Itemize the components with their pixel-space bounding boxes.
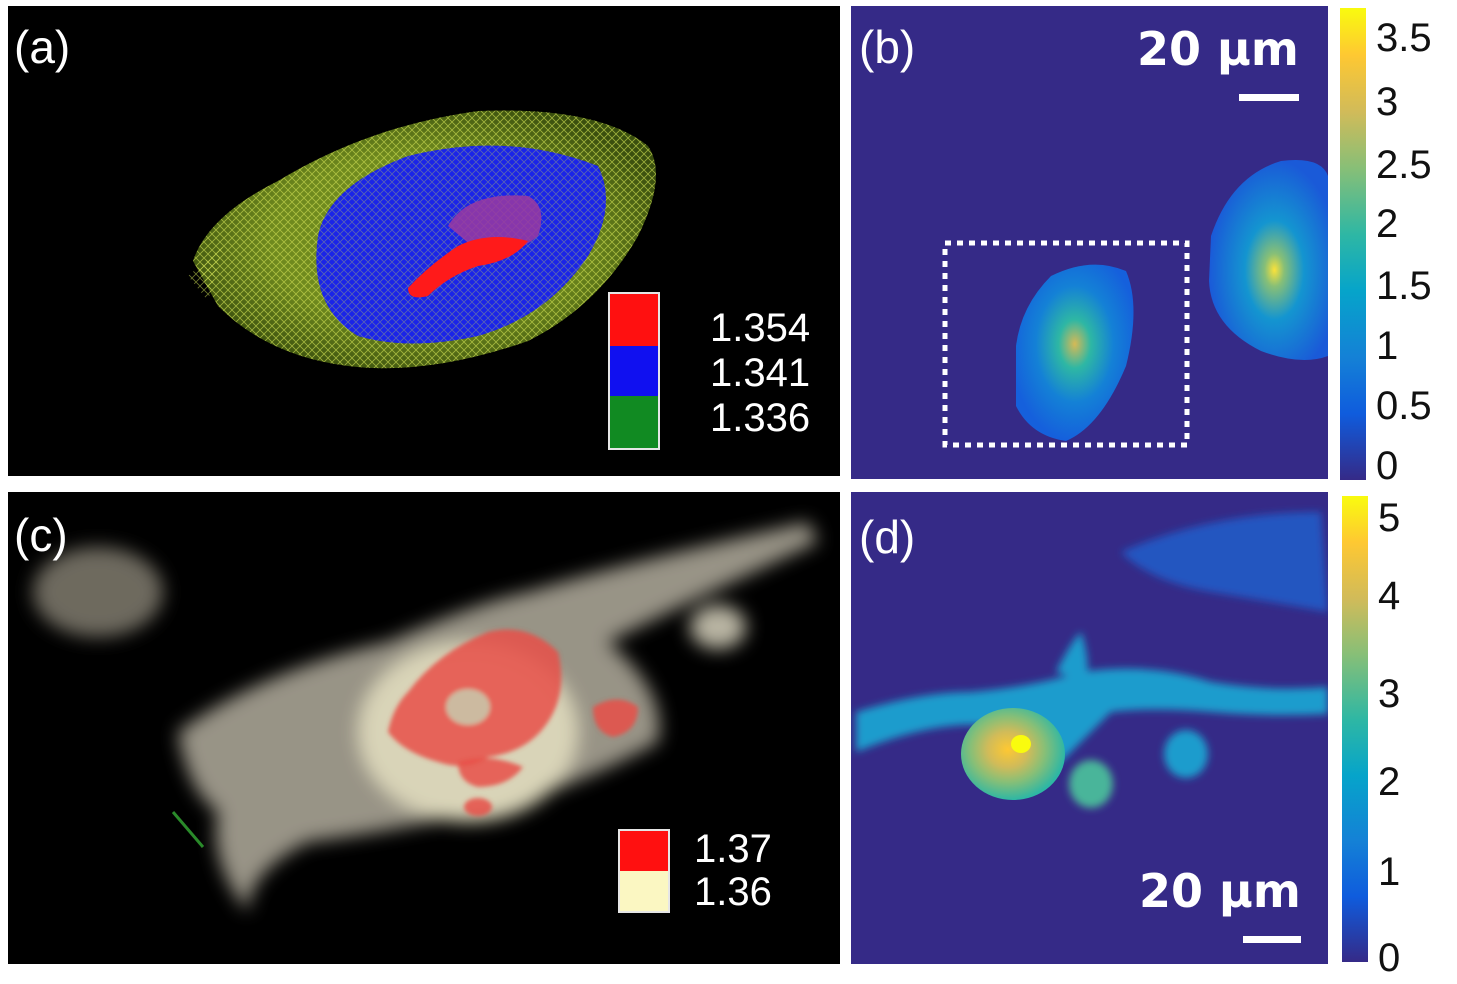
- panel-a: (a) 1.354 1.341 1.336: [8, 6, 840, 476]
- colorbar-b-tick-7: 0.5: [1376, 384, 1432, 428]
- cell-3d-render-a: [188, 110, 656, 369]
- colorbar-b-tick-5: 1.5: [1376, 264, 1432, 308]
- colorbar-b-tick-8: 0: [1376, 444, 1399, 488]
- soma-d: [961, 708, 1065, 800]
- colorbar-b-tick-2: 3: [1376, 80, 1399, 124]
- legend-swatch-c-1: [620, 831, 668, 871]
- panel-label-a: (a): [14, 21, 71, 73]
- colorbar-d-tick-2: 4: [1378, 574, 1401, 618]
- colorbar-b: [1340, 8, 1366, 480]
- colorbar-d-tick-3: 3: [1378, 672, 1401, 716]
- neuron-d: [856, 512, 1328, 808]
- small-structure-c: [171, 811, 205, 848]
- legend-value-a-2: 1.341: [710, 351, 811, 395]
- panel-label-b: (b): [859, 21, 916, 73]
- phase-map-d: [856, 512, 1328, 808]
- colorbar-b-tick-3: 2.5: [1376, 143, 1432, 187]
- panel-label-c: (c): [14, 509, 68, 561]
- colorbar-b-tick-6: 1: [1376, 324, 1399, 368]
- colorbar-d-tick-5: 1: [1378, 850, 1401, 894]
- phase-map-b: [942, 160, 1328, 448]
- organelle-structures-c: [388, 629, 638, 816]
- colorbar-b-tick-1: 3.5: [1376, 16, 1432, 60]
- scale-label-b: 20 μm: [1137, 22, 1299, 76]
- cell-3d-render-c: [33, 522, 818, 912]
- legend-value-a-1: 1.354: [710, 306, 811, 350]
- cell-b-1: [1016, 264, 1134, 441]
- panel-label-d: (d): [859, 511, 916, 563]
- scale-bar-d: [1243, 936, 1301, 943]
- colorbar-d-tick-4: 2: [1378, 760, 1401, 804]
- panel-d: (d) 20 μm: [851, 492, 1328, 964]
- legend-value-a-3: 1.336: [710, 396, 811, 440]
- scale-bar-b: [1239, 94, 1299, 101]
- legend-c: [618, 829, 670, 913]
- legend-swatch-c-2: [620, 871, 668, 911]
- legend-swatch-a-2: [610, 346, 658, 396]
- scale-label-d: 20 μm: [1139, 864, 1301, 918]
- legend-a: [608, 292, 660, 450]
- colorbar-d-tick-6: 0: [1378, 936, 1401, 980]
- panel-c: (c) 1.37 1.36: [8, 492, 840, 964]
- colorbar-d-tick-1: 5: [1378, 496, 1401, 540]
- cell-b-2: [1209, 160, 1328, 360]
- legend-swatch-a-1: [610, 294, 658, 346]
- panel-b: (b) 20 μm: [851, 6, 1328, 479]
- legend-value-c-1: 1.37: [694, 827, 772, 871]
- colorbar-d: [1342, 496, 1368, 962]
- colorbar-b-tick-4: 2: [1376, 202, 1399, 246]
- legend-value-c-2: 1.36: [694, 870, 772, 914]
- legend-swatch-a-3: [610, 396, 658, 448]
- roi-box: [942, 240, 1190, 448]
- nucleolus-structure: [408, 195, 542, 298]
- soma-core-d: [1011, 735, 1031, 753]
